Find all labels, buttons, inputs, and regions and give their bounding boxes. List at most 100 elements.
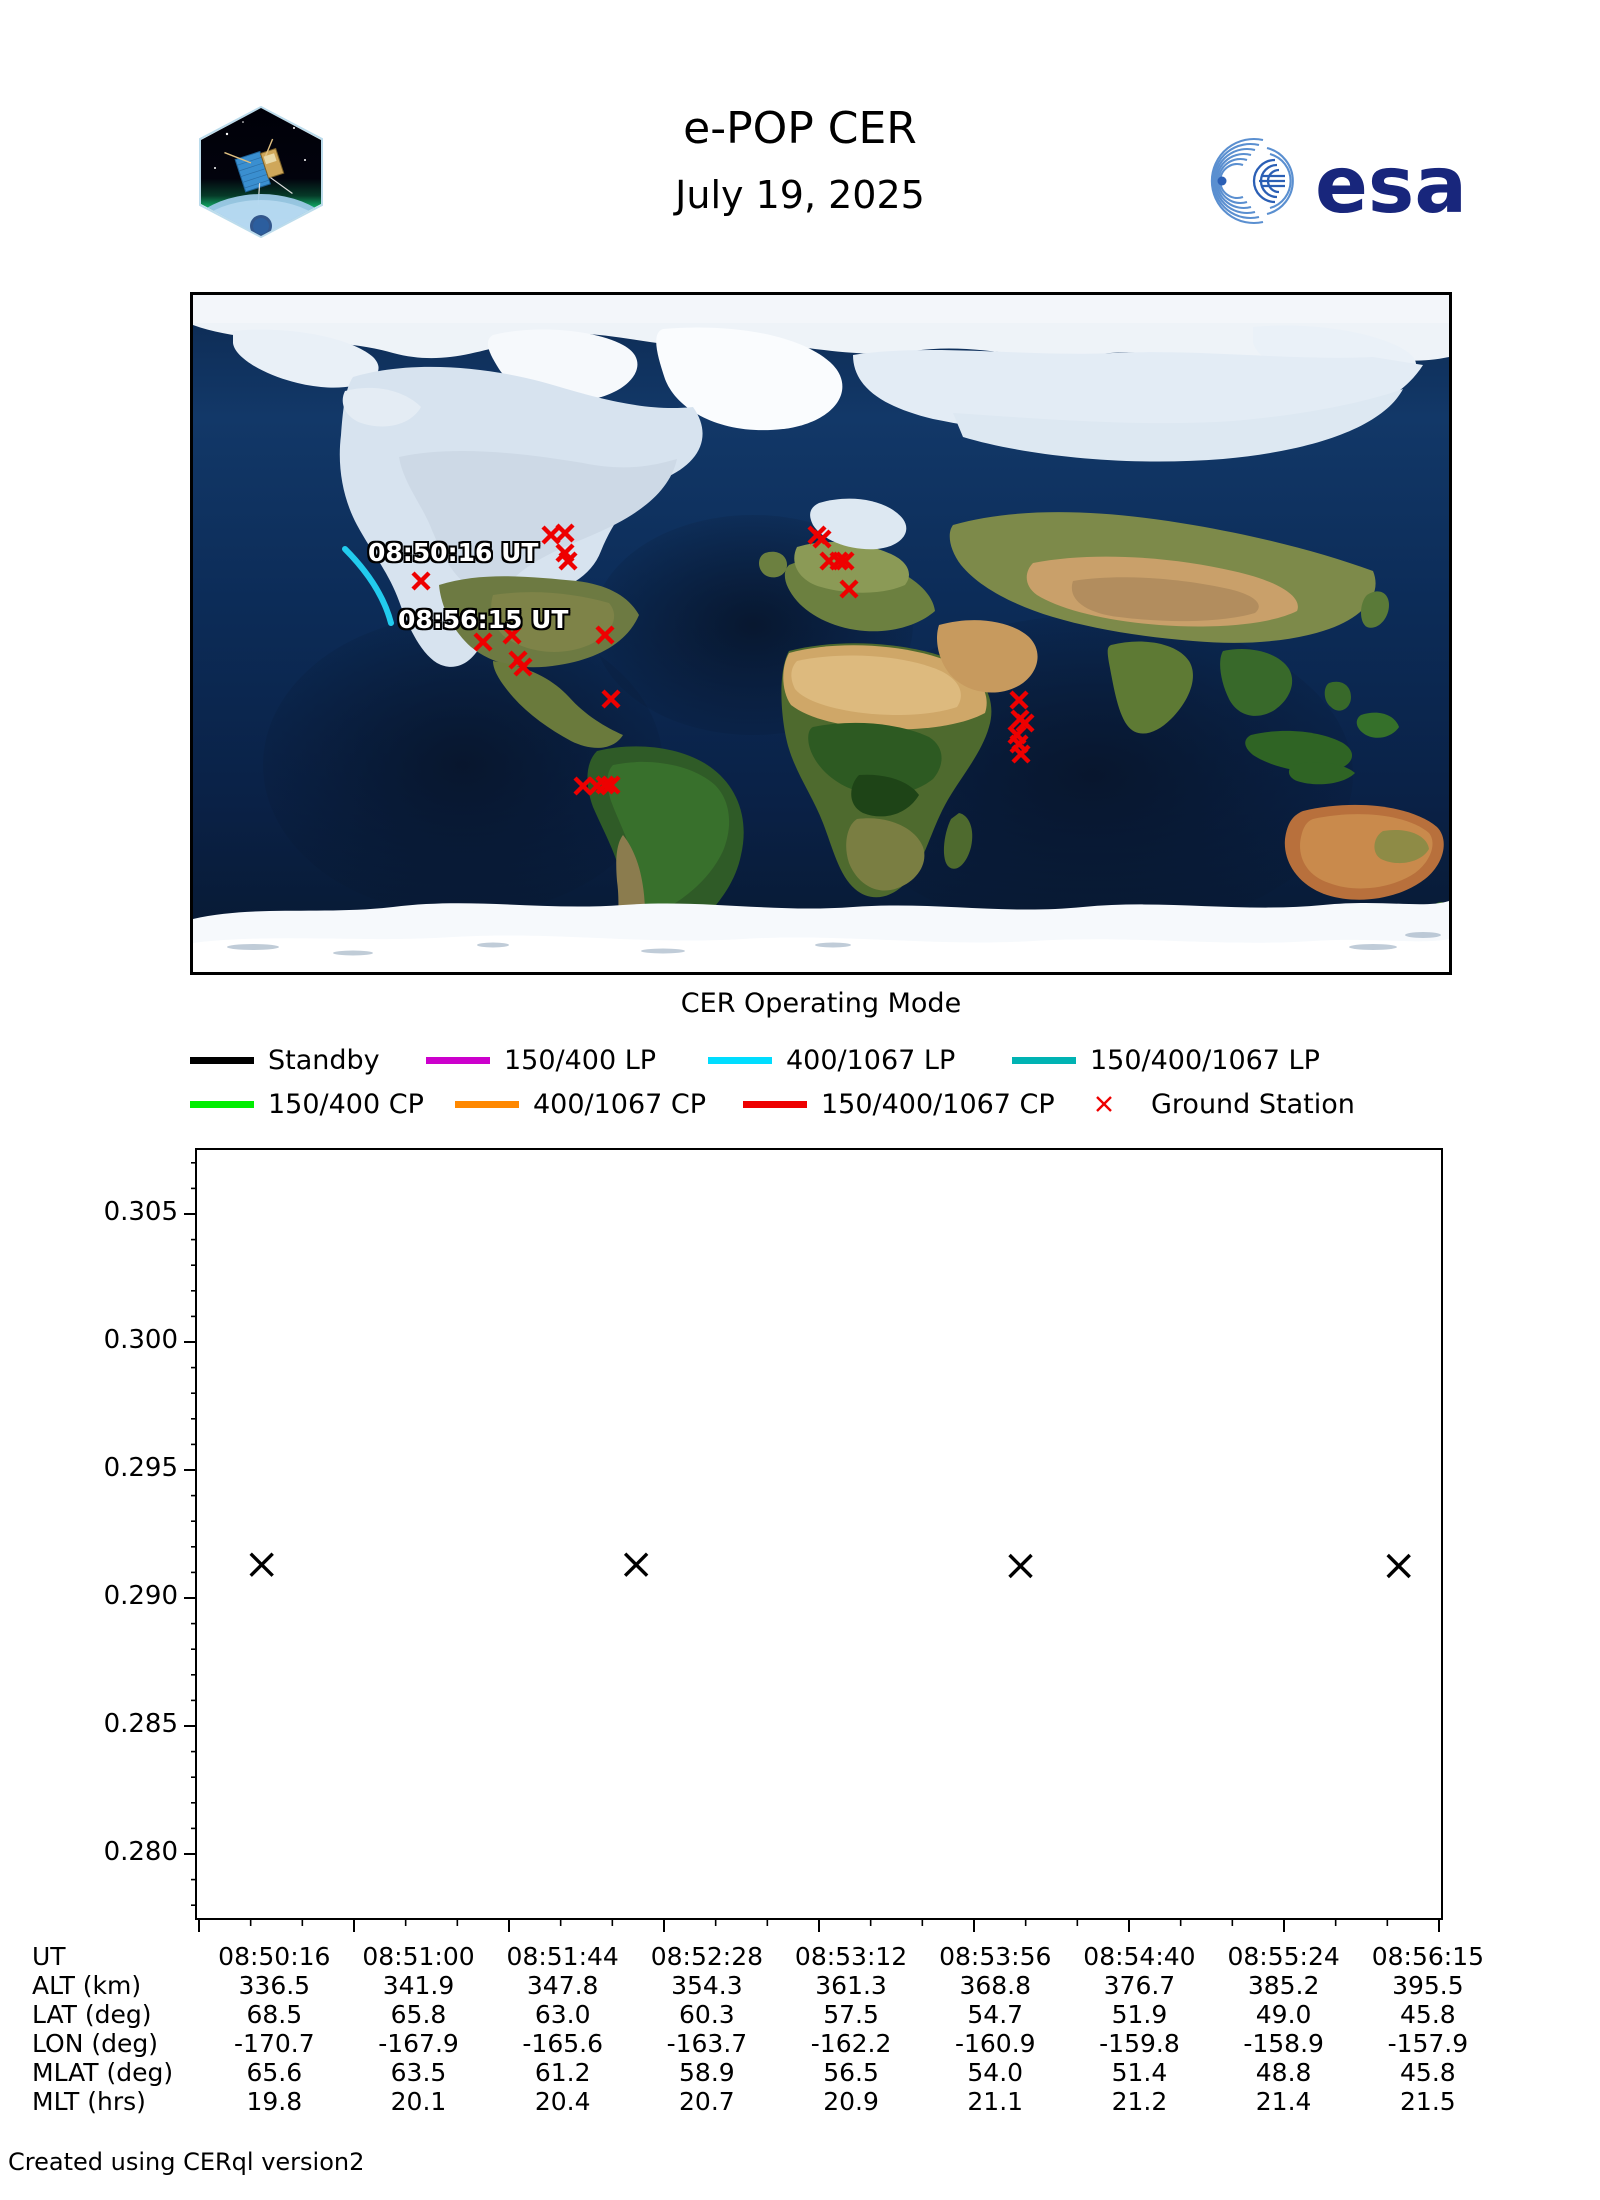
table-row: LAT (deg) 68.5 65.8 63.0 60.3 57.5 54.7 51.9 49.… xyxy=(30,2000,1500,2029)
table-cell: -158.9 xyxy=(1243,2029,1324,2058)
table-cell: -162.2 xyxy=(810,2029,892,2058)
ground-station-marker xyxy=(411,571,431,591)
y-axis-tick-label: 0.295 xyxy=(103,1453,178,1483)
cassiope-mission-patch-icon xyxy=(199,106,323,238)
table-cell: 08:51:00 xyxy=(362,1942,475,1971)
table-cell: 45.8 xyxy=(1400,2000,1456,2029)
ground-station-marker xyxy=(601,689,621,709)
table-cell: 60.3 xyxy=(679,2000,735,2029)
legend-item-150-400-lp[interactable]: 150/400 LP xyxy=(426,1040,656,1080)
table-row-label: LON (deg) xyxy=(32,2029,158,2058)
satellite-ground-track xyxy=(342,546,394,626)
ground-station-marker xyxy=(812,529,832,549)
map-caption: CER Operating Mode xyxy=(680,988,962,1019)
legend-color-swatch xyxy=(743,1100,807,1108)
legend-label: 150/400/1067 LP xyxy=(1090,1044,1320,1076)
data-point-marker xyxy=(1008,1553,1033,1579)
legend-color-swatch xyxy=(708,1056,772,1064)
table-cell: -157.9 xyxy=(1387,2029,1469,2058)
table-cell: 385.2 xyxy=(1247,1971,1320,2000)
table-cell: -170.7 xyxy=(234,2029,315,2058)
table-cell: 68.5 xyxy=(246,2000,303,2029)
world-map-image xyxy=(193,295,1449,972)
esa-wordmark-text: esa xyxy=(1315,141,1465,231)
ground-station-marker xyxy=(513,657,533,677)
legend-item-400-1067-lp[interactable]: 400/1067 LP xyxy=(708,1040,955,1080)
legend-item-150-400-cp[interactable]: 150/400 CP xyxy=(190,1084,424,1124)
table-cell: 347.8 xyxy=(526,1971,599,2000)
table-cell: -159.8 xyxy=(1099,2029,1180,2058)
ephemeris-data-table: UT 08:50:16 08:51:00 08:51:44 08:52:28 08:53:… xyxy=(30,1942,1500,2116)
esa-logo-icon: esa xyxy=(1210,137,1465,231)
table-cell: 45.8 xyxy=(1400,2058,1456,2087)
table-row-label: UT xyxy=(32,1942,66,1971)
y-axis-tick-label: 0.300 xyxy=(103,1325,178,1355)
table-row-label: ALT (km) xyxy=(32,1971,142,2000)
table-cell: 395.5 xyxy=(1392,1971,1464,2000)
y-axis-tick-label: 0.305 xyxy=(103,1197,178,1227)
table-cell: 58.9 xyxy=(679,2058,735,2087)
table-cell: 354.3 xyxy=(671,1971,743,2000)
table-cell: 20.4 xyxy=(534,2087,591,2116)
legend-label: 150/400/1067 CP xyxy=(821,1088,1055,1120)
table-cell: 08:55:24 xyxy=(1227,1942,1340,1971)
table-cell: 19.8 xyxy=(246,2087,303,2116)
legend-label: 400/1067 LP xyxy=(786,1044,956,1076)
table-cell: -165.6 xyxy=(522,2029,603,2058)
table-row-label: LAT (deg) xyxy=(32,2000,152,2029)
table-row-label: MLT (hrs) xyxy=(32,2087,146,2116)
table-row: ALT (km) 336.5 341.9 347.8 354.3 361.3 368.8 37… xyxy=(30,1971,1500,2000)
legend-label: 150/400 LP xyxy=(504,1044,657,1076)
data-point-marker xyxy=(1386,1553,1411,1579)
legend-item-400-1067-cp[interactable]: 400/1067 CP xyxy=(455,1084,706,1124)
table-cell: 56.5 xyxy=(823,2058,879,2087)
table-cell: 361.3 xyxy=(815,1971,887,2000)
cer-current-plot[interactable] xyxy=(195,1148,1443,1920)
legend-color-swatch xyxy=(190,1056,254,1064)
table-cell: 57.5 xyxy=(823,2000,879,2029)
table-cell: 376.7 xyxy=(1103,1971,1176,2000)
ground-station-marker xyxy=(595,625,615,645)
table-cell: 336.5 xyxy=(238,1971,311,2000)
data-point-marker xyxy=(623,1552,649,1577)
legend-label: Ground Station xyxy=(1151,1088,1355,1120)
legend-item-ground-station[interactable]: Ground Station xyxy=(1073,1084,1355,1124)
legend-color-swatch xyxy=(190,1100,254,1108)
table-cell: 08:52:28 xyxy=(650,1942,764,1971)
ground-station-marker xyxy=(595,775,615,795)
table-cell: 65.8 xyxy=(390,2000,447,2029)
legend-row-1: Standby 150/400 LP 400/1067 LP 150/400/1067… xyxy=(190,1040,1460,1080)
track-start-time-label: 08:50:16 UT xyxy=(368,538,539,567)
page-header: e-POP CER July 19, 2025 esa xyxy=(0,0,1600,290)
table-cell: -160.9 xyxy=(954,2029,1036,2058)
table-cell: 08:51:44 xyxy=(506,1942,619,1971)
world-map-panel[interactable]: 08:50:16 UT 08:56:15 UT xyxy=(190,292,1452,975)
track-end-time-label: 08:56:15 UT xyxy=(398,605,569,634)
table-cell: -167.9 xyxy=(378,2029,459,2058)
ground-station-marker xyxy=(835,551,855,571)
legend-label: Standby xyxy=(268,1044,380,1076)
ground-station-marker xyxy=(601,775,621,795)
table-cell: 49.0 xyxy=(1255,2000,1312,2029)
ground-station-marker xyxy=(473,632,493,652)
table-cell: 21.4 xyxy=(1255,2087,1312,2116)
table-cell: 48.8 xyxy=(1255,2058,1312,2087)
table-cell: -163.7 xyxy=(666,2029,748,2058)
legend-item-150-400-1067-cp[interactable]: 150/400/1067 CP xyxy=(743,1084,1055,1124)
legend-item-standby[interactable]: Standby xyxy=(190,1040,380,1080)
legend-item-150-400-1067-lp[interactable]: 150/400/1067 LP xyxy=(1012,1040,1320,1080)
table-row: MLT (hrs) 19.8 20.1 20.4 20.7 20.9 21.1 21.2 21.… xyxy=(30,2087,1500,2116)
ground-station-marker xyxy=(555,523,575,543)
ground-station-marker xyxy=(502,625,522,645)
table-cell: 20.7 xyxy=(679,2087,735,2116)
ground-station-marker xyxy=(1011,744,1031,764)
table-cell: 08:53:12 xyxy=(794,1942,908,1971)
ground-station-marker xyxy=(541,525,561,545)
table-cell: 21.1 xyxy=(967,2087,1024,2116)
y-axis-tick-label: 0.290 xyxy=(103,1581,178,1611)
table-cell: 341.9 xyxy=(382,1971,455,2000)
legend-color-swatch xyxy=(455,1100,519,1108)
ground-station-marker xyxy=(1007,725,1027,745)
table-cell: 54.0 xyxy=(967,2058,1024,2087)
table-row: MLAT (deg) 65.6 63.5 61.2 58.9 56.5 54.0 51.4 48… xyxy=(30,2058,1500,2087)
